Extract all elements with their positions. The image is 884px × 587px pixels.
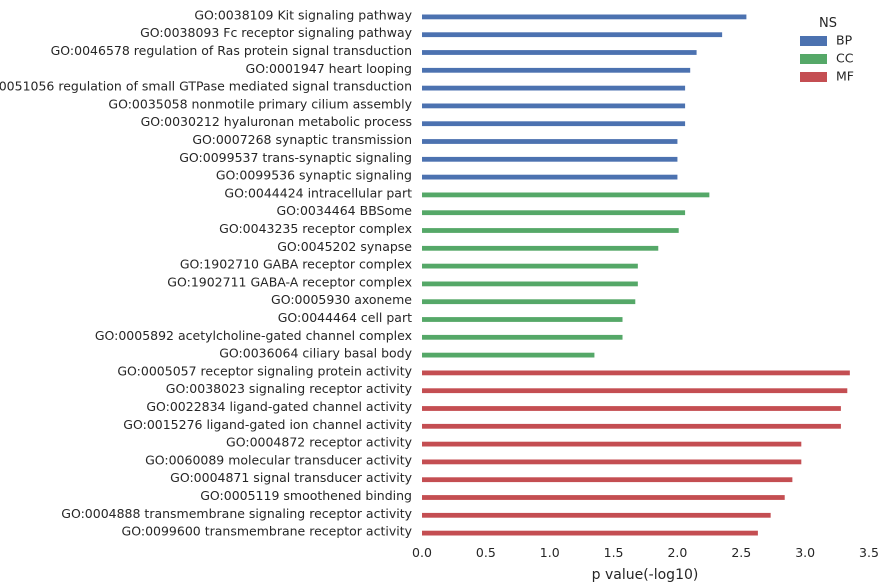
bar-mf <box>422 370 850 376</box>
bar-bp <box>422 174 678 180</box>
bar-bp <box>422 121 686 127</box>
category-label: GO:0035058 nonmotile primary cilium asse… <box>108 96 412 111</box>
category-label: GO:0022834 ligand-gated channel activity <box>146 399 412 414</box>
category-label: GO:0044424 intracellular part <box>224 185 412 200</box>
bar-bp <box>422 156 678 162</box>
bar-mf <box>422 530 758 536</box>
category-labels: GO:0038109 Kit signaling pathway GO:00380… <box>0 7 413 538</box>
x-tick-label: 0.5 <box>476 545 496 560</box>
x-tick-label: 2.0 <box>667 545 687 560</box>
bars-group <box>422 14 850 536</box>
category-label: GO:0043235 receptor complex <box>219 221 412 236</box>
bar-bp <box>422 85 686 91</box>
legend-items: BP CC MF <box>800 33 854 84</box>
bar-cc <box>422 245 659 251</box>
category-label: GO:0045202 synapse <box>277 239 412 254</box>
category-label: GO:0038023 signaling receptor activity <box>166 381 413 396</box>
bar-mf <box>422 512 771 518</box>
legend-label-bp: BP <box>836 33 853 48</box>
category-label: GO:1902710 GABA receptor complex <box>180 257 412 272</box>
bar-cc <box>422 192 710 198</box>
bar-bp <box>422 67 691 73</box>
category-label: GO:0030212 hyaluronan metabolic process <box>141 114 412 129</box>
legend-swatch-cc <box>800 54 827 64</box>
legend-swatch-mf <box>800 72 827 82</box>
category-label: GO:0004888 transmembrane signaling recep… <box>61 506 412 521</box>
category-label: GO:0099536 synaptic signaling <box>216 168 412 183</box>
bar-cc <box>422 281 638 287</box>
bar-cc <box>422 334 623 340</box>
x-axis-label: p value(-log10) <box>592 567 699 583</box>
bar-mf <box>422 423 841 429</box>
legend-label-mf: MF <box>836 69 854 84</box>
x-tick-label: 0.0 <box>412 545 432 560</box>
category-label: GO:0044464 cell part <box>278 310 412 325</box>
legend-label-cc: CC <box>836 51 854 66</box>
category-label: GO:0015276 ligand-gated ion channel acti… <box>123 417 412 432</box>
x-tick-label: 1.5 <box>604 545 624 560</box>
bar-cc <box>422 210 686 216</box>
category-label: GO:0051056 regulation of small GTPase me… <box>0 79 412 94</box>
x-tick-label: 3.0 <box>795 545 815 560</box>
category-label: GO:0005930 axoneme <box>271 292 412 307</box>
category-label: GO:0004872 receptor activity <box>226 435 413 450</box>
bar-mf <box>422 441 802 447</box>
legend-swatch-bp <box>800 36 827 46</box>
category-label: GO:0099600 transmembrane receptor activi… <box>122 524 413 539</box>
bar-mf <box>422 477 793 483</box>
bar-bp <box>422 32 723 38</box>
x-tick-label: 1.0 <box>540 545 560 560</box>
bar-cc <box>422 299 636 305</box>
x-tick-label: 2.5 <box>731 545 751 560</box>
category-label: GO:0004871 signal transducer activity <box>170 470 412 485</box>
category-label: GO:0046578 regulation of Ras protein sig… <box>51 43 412 58</box>
bar-bp <box>422 50 697 55</box>
bar-mf <box>422 406 841 411</box>
x-axis-ticks: 0.0 0.5 1.0 1.5 2.0 2.5 3.0 3.5 <box>412 545 879 560</box>
bar-bp <box>422 14 747 20</box>
category-label: GO:0060089 molecular transducer activity <box>145 452 413 467</box>
bar-mf <box>422 495 785 500</box>
category-label: GO:0034464 BBSome <box>276 203 412 218</box>
bar-mf <box>422 459 802 465</box>
bar-mf <box>422 388 848 394</box>
bar-bp <box>422 139 678 144</box>
category-label: GO:0005057 receptor signaling protein ac… <box>117 363 412 378</box>
bar-cc <box>422 352 595 358</box>
category-label: GO:0099537 trans-synaptic signaling <box>179 150 412 165</box>
category-label: GO:0038093 Fc receptor signaling pathway <box>140 25 412 40</box>
category-label: GO:0007268 synaptic transmission <box>192 132 412 147</box>
legend-title: NS <box>819 16 837 31</box>
bar-bp <box>422 103 686 109</box>
category-label: GO:0001947 heart looping <box>246 61 412 76</box>
legend: NS BP CC MF <box>800 16 854 84</box>
category-label: GO:0036064 ciliary basal body <box>219 346 412 361</box>
x-tick-label: 3.5 <box>859 545 879 560</box>
bar-cc <box>422 228 679 233</box>
category-label: GO:1902711 GABA-A receptor complex <box>167 274 412 289</box>
category-label: GO:0005892 acetylcholine-gated channel c… <box>95 328 412 343</box>
bar-cc <box>422 317 623 322</box>
category-label: GO:0005119 smoothened binding <box>200 488 412 503</box>
bar-cc <box>422 263 638 269</box>
category-label: GO:0038109 Kit signaling pathway <box>194 7 412 22</box>
